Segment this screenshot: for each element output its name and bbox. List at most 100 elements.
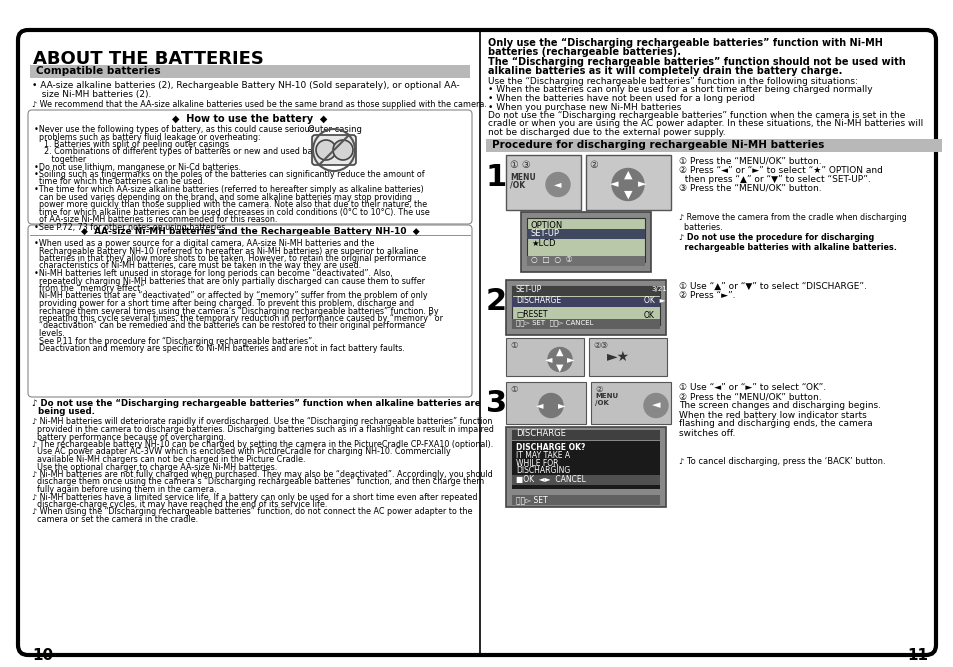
Text: ① Use “◄” or “►” to select “OK”.: ① Use “◄” or “►” to select “OK”.: [679, 384, 825, 392]
Text: Use AC power adapter AC-3VW which is enclosed with PictureCradle for charging NH: Use AC power adapter AC-3VW which is enc…: [32, 448, 450, 456]
Text: 1. Batteries with split or peeling outer casings: 1. Batteries with split or peeling outer…: [34, 140, 229, 149]
Bar: [526, 255, 644, 265]
Text: Ni-MH batteries that are “deactivated” or affected by “memory” suffer from the p: Ni-MH batteries that are “deactivated” o…: [34, 291, 427, 301]
Text: ② Press “◄” or “►” to select “★” OPTION and: ② Press “◄” or “►” to select “★” OPTION …: [679, 165, 882, 175]
Bar: [505, 426, 665, 506]
Text: ►: ►: [638, 179, 645, 189]
Text: Do not use the “Discharging rechargeable batteries” function when the camera is : Do not use the “Discharging rechargeable…: [488, 111, 904, 120]
Text: battery performance because of overcharging.: battery performance because of overcharg…: [32, 432, 226, 442]
Text: ○  □  ○  ①: ○ □ ○ ①: [531, 255, 572, 264]
Text: alkaline batteries as it will completely drain the battery charge.: alkaline batteries as it will completely…: [488, 66, 841, 76]
Text: ♪ Do not use the “Discharging rechargeable batteries” function when alkaline bat: ♪ Do not use the “Discharging rechargeab…: [32, 399, 480, 408]
Bar: [512, 285, 659, 325]
Text: • When the batteries can only be used for a short time after being charged norma: • When the batteries can only be used fo…: [488, 85, 872, 95]
Text: MENU
/OK: MENU /OK: [595, 394, 618, 406]
Bar: [512, 285, 659, 295]
Text: ►: ►: [558, 400, 565, 410]
Text: camera or set the camera in the cradle.: camera or set the camera in the cradle.: [32, 515, 198, 524]
Bar: [512, 430, 659, 440]
Text: ■OK  ◄►  CANCEL: ■OK ◄► CANCEL: [516, 475, 585, 484]
Text: ②: ②: [588, 161, 598, 171]
Text: can be used varies depending on the brand, and some alkaline batteries may stop : can be used varies depending on the bran…: [34, 193, 412, 201]
FancyBboxPatch shape: [28, 225, 472, 397]
Text: ②③: ②③: [593, 340, 607, 350]
Bar: [505, 155, 580, 209]
Text: OK  ►: OK ►: [643, 296, 665, 305]
Text: 3/21: 3/21: [650, 287, 666, 293]
Circle shape: [545, 173, 569, 197]
Text: “deactivation” can be remedied and the batteries can be restored to their origin: “deactivation” can be remedied and the b…: [34, 321, 424, 331]
Text: cradle or when you are using the AC power adapter. In these situations, the Ni-M: cradle or when you are using the AC powe…: [488, 119, 923, 129]
Bar: [512, 440, 659, 488]
Bar: [526, 229, 644, 239]
Text: Compatible batteries: Compatible batteries: [36, 67, 160, 77]
Text: ◄: ◄: [554, 179, 561, 189]
Bar: [505, 279, 665, 334]
Text: 2. Combinations of different types of batteries or new and used batteries: 2. Combinations of different types of ba…: [34, 147, 338, 157]
Text: time for which alkaline batteries can be used decreases in cold conditions (0°C : time for which alkaline batteries can be…: [34, 207, 429, 217]
Bar: [520, 211, 650, 271]
Text: MENU: MENU: [510, 173, 536, 181]
Text: OPTION: OPTION: [531, 221, 562, 229]
Text: characteristics of Ni-MH batteries, care must be taken in the way they are used.: characteristics of Ni-MH batteries, care…: [34, 261, 361, 271]
Text: When the red battery low indicator starts: When the red battery low indicator start…: [679, 410, 866, 420]
Text: •The time for which AA-size alkaline batteries (referred to hereafter simply as : •The time for which AA-size alkaline bat…: [34, 185, 423, 194]
Text: ♪ When using the “Discharging rechargeable batteries” function, do not connect t: ♪ When using the “Discharging rechargeab…: [32, 508, 472, 516]
Text: Outer casing: Outer casing: [308, 125, 361, 134]
Text: not be discharged due to the external power supply.: not be discharged due to the external po…: [488, 128, 725, 137]
Text: ◆  AA-size Ni-MH batteries and the Rechargeable Battery NH-10  ◆: ◆ AA-size Ni-MH batteries and the Rechar…: [81, 227, 419, 235]
Text: repeatedly charging Ni-MH batteries that are only partially discharged can cause: repeatedly charging Ni-MH batteries that…: [34, 277, 424, 285]
Text: DISCHARGING: DISCHARGING: [516, 466, 570, 475]
Text: ◄: ◄: [609, 179, 618, 189]
Text: ▼: ▼: [556, 362, 563, 372]
Text: □RESET: □RESET: [516, 309, 547, 319]
Bar: [526, 217, 644, 261]
Text: Deactivation and memory are specific to Ni-MH batteries and are not in fact batt: Deactivation and memory are specific to …: [34, 344, 404, 353]
Text: available Ni-MH chargers can not be charged in the Picture Cradle.: available Ni-MH chargers can not be char…: [32, 455, 305, 464]
Text: IT MAY TAKE A: IT MAY TAKE A: [516, 451, 570, 460]
Circle shape: [538, 394, 562, 418]
Bar: [585, 155, 670, 209]
Text: providing power for a short time after being charged. To prevent this problem, d: providing power for a short time after b…: [34, 299, 414, 308]
Text: ⓀⓀ▻ SET  ⓀⓀ▻ CANCEL: ⓀⓀ▻ SET ⓀⓀ▻ CANCEL: [516, 319, 593, 325]
Text: SET-UP: SET-UP: [516, 285, 541, 294]
Text: •See P.72, 73 for other notes on using batteries.: •See P.72, 73 for other notes on using b…: [34, 223, 228, 231]
Text: • When the batteries have not been used for a long period: • When the batteries have not been used …: [488, 94, 754, 103]
Text: being used.: being used.: [32, 408, 95, 416]
Text: ②: ②: [595, 384, 602, 394]
Bar: [505, 338, 583, 376]
Text: •Ni-MH batteries left unused in storage for long periods can become “deactivated: •Ni-MH batteries left unused in storage …: [34, 269, 393, 278]
Ellipse shape: [333, 140, 353, 160]
Text: ① ③: ① ③: [510, 161, 530, 171]
Text: ★LCD: ★LCD: [531, 239, 555, 247]
Text: The screen changes and discharging begins.: The screen changes and discharging begin…: [679, 402, 880, 410]
Text: ►★: ►★: [607, 350, 630, 364]
Text: ▲: ▲: [556, 346, 563, 356]
Ellipse shape: [315, 140, 335, 160]
Text: 10: 10: [32, 648, 53, 663]
Text: ♪ Ni-MH batteries will deteriorate rapidly if overdischarged. Use the “Dischargi: ♪ Ni-MH batteries will deteriorate rapid…: [32, 418, 492, 426]
Text: ♪ Remove the camera from the cradle when discharging
  batteries.: ♪ Remove the camera from the cradle when…: [679, 213, 905, 232]
Bar: [505, 382, 585, 424]
FancyBboxPatch shape: [28, 110, 472, 224]
Bar: [512, 297, 659, 307]
Text: problems such as battery fluid leakage or overheating:: problems such as battery fluid leakage o…: [34, 133, 260, 141]
Text: WHILE FOR: WHILE FOR: [516, 458, 558, 468]
Text: 2: 2: [485, 287, 507, 317]
Text: ② Press “►”.: ② Press “►”.: [679, 291, 735, 301]
Text: ①: ①: [510, 340, 517, 350]
Text: ◄: ◄: [536, 400, 543, 410]
Bar: [30, 65, 470, 78]
Text: 11: 11: [906, 648, 927, 663]
Text: ♪ The rechargeable battery NH-10 can be charged by setting the camera in the Pic: ♪ The rechargeable battery NH-10 can be …: [32, 440, 493, 449]
Text: See P.11 for the procedure for “Discharging rechargeable batteries”.: See P.11 for the procedure for “Discharg…: [34, 336, 314, 346]
Text: size Ni-MH batteries (2).: size Ni-MH batteries (2).: [36, 90, 152, 99]
Bar: [590, 382, 670, 424]
Text: The “Discharging rechargeable batteries” function should not be used with: The “Discharging rechargeable batteries”…: [488, 57, 904, 67]
Text: batteries in that they allow more shots to be taken. However, to retain the orig: batteries in that they allow more shots …: [34, 254, 426, 263]
Text: ♪ We recommend that the AA-size alkaline batteries used be the same brand as tho: ♪ We recommend that the AA-size alkaline…: [32, 100, 486, 109]
Text: 1: 1: [485, 163, 507, 191]
Text: 3: 3: [485, 390, 507, 418]
FancyBboxPatch shape: [312, 135, 355, 165]
Text: •When used as a power source for a digital camera, AA-size Ni-MH batteries and t: •When used as a power source for a digit…: [34, 239, 374, 248]
